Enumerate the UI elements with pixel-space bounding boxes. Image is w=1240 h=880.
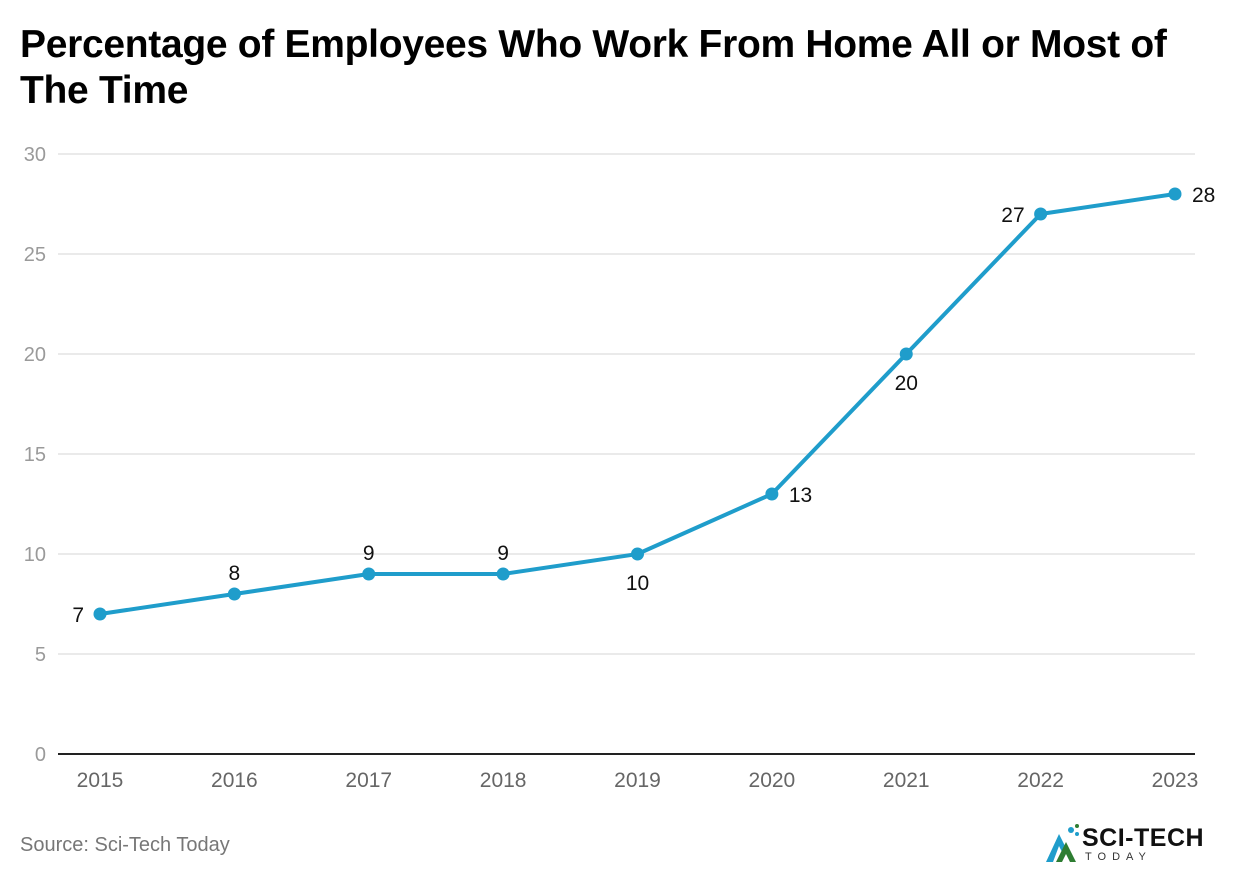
y-tick-label: 15 [24,444,46,466]
y-axis-ticks: 0 5 10 15 20 25 30 [24,144,46,766]
data-point [1034,207,1048,221]
data-label: 8 [229,562,241,585]
data-point [899,347,913,361]
x-tick-label: 2016 [211,769,258,792]
data-label: 10 [626,572,649,595]
logo-subtitle: TODAY [1085,851,1152,863]
y-tick-label: 25 [24,244,46,266]
data-point [631,547,644,561]
data-point [227,587,241,601]
x-tick-label: 2022 [1017,769,1064,792]
data-label: 9 [363,542,375,565]
sci-tech-today-logo: SCI-TECH TODAY [1044,822,1219,868]
data-points [93,187,1182,621]
y-tick-label: 0 [35,744,46,766]
data-point [496,567,510,581]
gridlines [58,153,1195,655]
x-tick-label: 2017 [345,769,392,792]
data-label: 28 [1192,184,1215,207]
logo-wordmark: SCI-TECH [1082,824,1205,852]
data-labels: 7 8 9 9 10 13 20 27 28 [72,184,1215,627]
data-point [765,487,779,501]
x-tick-label: 2020 [749,769,796,792]
data-point [1168,187,1182,201]
data-label: 27 [1001,204,1024,227]
y-tick-label: 30 [24,144,46,166]
data-label: 9 [497,542,509,565]
data-label: 20 [895,372,918,395]
y-tick-label: 5 [35,644,46,666]
data-label: 7 [72,604,84,627]
y-tick-label: 10 [24,544,46,566]
x-axis-ticks: 2015 2016 2017 2018 2019 2020 2021 2022 2023 [77,769,1199,792]
x-tick-label: 2023 [1152,769,1199,792]
x-tick-label: 2021 [883,769,930,792]
x-tick-label: 2015 [77,769,124,792]
y-tick-label: 20 [24,344,46,366]
x-tick-label: 2019 [614,769,661,792]
logo-mark-icon [1046,824,1079,862]
chart-title: Percentage of Employees Who Work From Ho… [20,23,1167,112]
data-label: 13 [789,484,812,507]
data-point [93,607,107,621]
x-tick-label: 2018 [480,769,527,792]
data-point [362,567,376,581]
source-note: Source: Sci-Tech Today [20,834,230,856]
